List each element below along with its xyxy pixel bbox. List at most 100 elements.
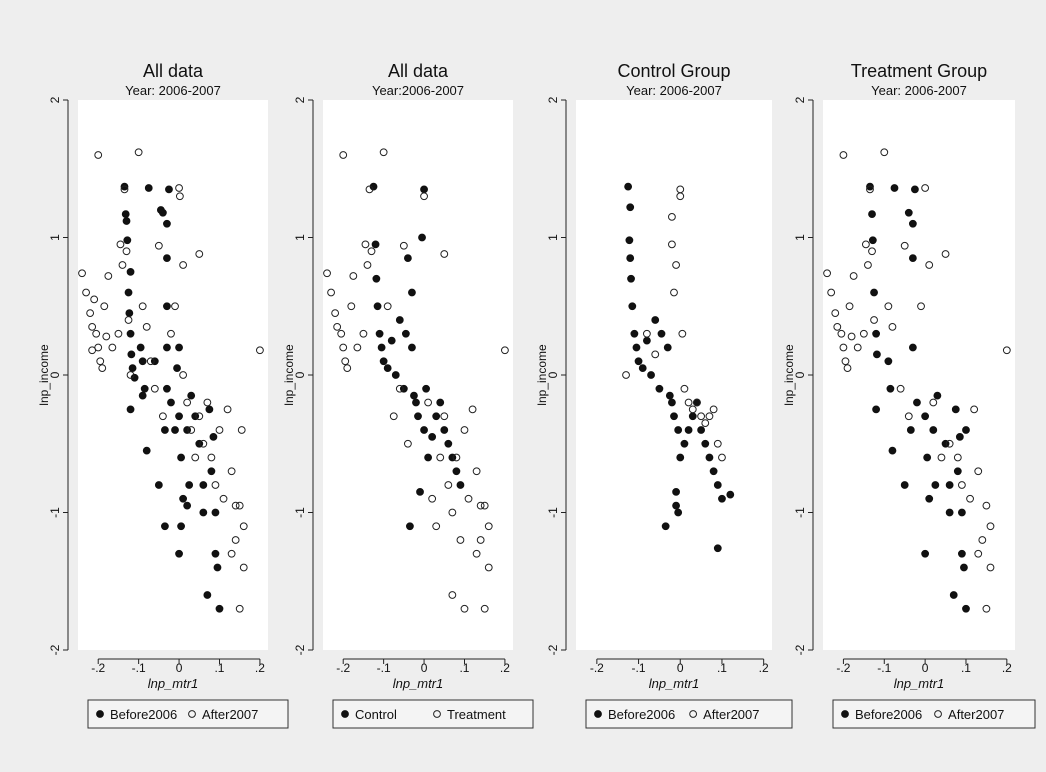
data-point — [933, 391, 942, 400]
chart-title: Control Group — [617, 61, 730, 81]
data-point — [480, 604, 489, 613]
series-1 — [120, 182, 224, 613]
data-point — [408, 343, 416, 352]
data-point — [670, 412, 678, 421]
x-tick-label: .2 — [1002, 661, 1012, 675]
data-point — [127, 350, 136, 359]
data-point — [327, 288, 335, 297]
data-point — [945, 439, 954, 448]
data-point — [372, 274, 381, 283]
data-point — [630, 329, 639, 338]
data-point — [872, 405, 881, 414]
x-axis-label: lnp_mtr1 — [894, 676, 945, 691]
data-point — [88, 346, 97, 355]
y-tick-label: 0 — [793, 371, 807, 378]
y-tick-label: -2 — [48, 644, 62, 655]
data-point — [237, 426, 246, 434]
data-point — [622, 371, 630, 379]
data-point — [424, 453, 433, 462]
data-point — [448, 591, 457, 599]
data-point — [199, 481, 208, 489]
data-point — [440, 412, 449, 421]
x-tick-label: -.2 — [336, 661, 350, 675]
data-point — [440, 250, 449, 258]
legend-label: After2007 — [703, 707, 759, 722]
data-point — [953, 453, 962, 462]
x-tick-label: 0 — [922, 661, 929, 675]
data-point — [373, 302, 382, 311]
data-point — [663, 343, 672, 352]
data-point — [82, 288, 90, 297]
data-point — [705, 453, 714, 462]
data-point — [367, 247, 376, 256]
data-point — [966, 494, 974, 503]
legend-label: Before2006 — [110, 707, 177, 722]
data-point — [949, 591, 958, 599]
data-point — [116, 240, 125, 249]
y-tick-label: 2 — [48, 96, 62, 103]
data-point — [406, 522, 414, 531]
legend-label: After2007 — [202, 707, 258, 722]
data-point — [709, 467, 718, 476]
data-point — [440, 426, 449, 434]
data-point — [123, 236, 132, 245]
data-point — [632, 343, 641, 352]
data-point — [480, 501, 489, 510]
data-point — [460, 426, 469, 434]
data-point — [142, 322, 151, 331]
y-tick-label: -2 — [546, 644, 560, 655]
chart-subtitle: Year: 2006-2007 — [125, 83, 221, 98]
data-point — [92, 329, 101, 338]
data-point — [215, 426, 224, 434]
data-point — [845, 302, 854, 311]
data-point — [375, 329, 384, 338]
x-tick-label: .2 — [500, 661, 510, 675]
data-point — [962, 426, 970, 434]
data-point — [88, 322, 97, 331]
data-point — [957, 549, 966, 558]
data-point — [986, 563, 995, 572]
data-point — [126, 329, 135, 338]
data-point — [925, 494, 934, 503]
y-tick-label: -1 — [793, 507, 807, 518]
data-point — [970, 405, 979, 414]
data-point — [391, 371, 400, 379]
data-point — [177, 453, 185, 462]
chart-panel-3: Control Group Year: 2006-2007 -2 -1 0 1 2 lnp_i… — [535, 61, 793, 729]
data-point — [379, 357, 388, 366]
data-point — [974, 467, 983, 476]
data-point — [448, 508, 457, 517]
data-point — [460, 604, 469, 613]
data-point — [900, 481, 909, 489]
data-point — [872, 329, 881, 338]
x-tick-label: .2 — [759, 661, 769, 675]
data-point — [128, 364, 137, 373]
data-point — [183, 398, 192, 407]
data-point — [886, 384, 895, 393]
data-point — [452, 467, 461, 476]
data-point — [921, 549, 930, 558]
data-point — [688, 405, 697, 414]
data-point — [179, 371, 188, 379]
data-point — [626, 203, 635, 212]
data-point — [136, 343, 145, 352]
data-point — [120, 185, 129, 194]
data-point — [408, 288, 416, 297]
data-point — [337, 329, 346, 338]
data-point — [668, 240, 676, 249]
data-point — [363, 261, 372, 269]
legend: Before2006 After2007 — [832, 699, 1036, 729]
data-point — [399, 384, 408, 393]
data-point — [215, 604, 224, 613]
data-point — [90, 295, 99, 304]
data-point — [904, 412, 913, 421]
data-point — [401, 329, 410, 338]
data-point — [1002, 346, 1011, 355]
data-point — [849, 272, 858, 280]
data-point — [957, 481, 966, 489]
data-point — [161, 522, 169, 531]
data-point — [628, 302, 637, 311]
data-point — [647, 371, 655, 379]
data-point — [468, 405, 477, 414]
